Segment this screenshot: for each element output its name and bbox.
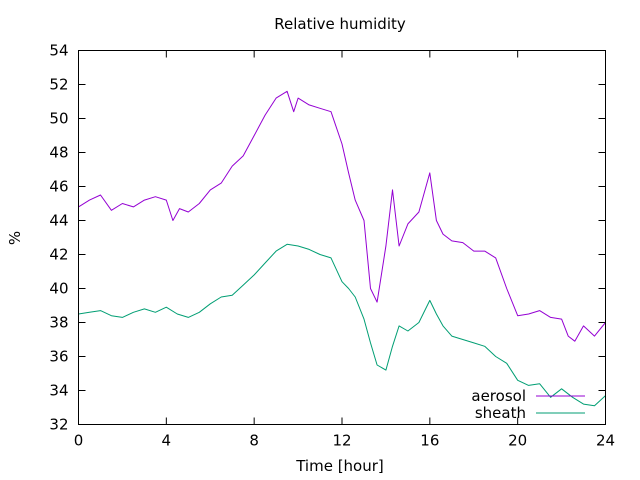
x-tick-label: 4 xyxy=(162,432,172,450)
y-tick-label: 40 xyxy=(49,280,68,298)
y-tick-label: 42 xyxy=(49,246,68,264)
legend-label-sheath: sheath xyxy=(475,404,526,422)
y-tick-label: 44 xyxy=(49,212,68,230)
plot-frame xyxy=(78,50,606,425)
y-tick-label: 48 xyxy=(49,144,68,162)
y-tick-label: 46 xyxy=(49,178,68,196)
x-tick-label: 0 xyxy=(74,432,84,450)
x-tick-label: 8 xyxy=(249,432,259,450)
y-tick-label: 38 xyxy=(49,314,68,332)
x-tick-label: 16 xyxy=(420,432,439,450)
y-tick-label: 32 xyxy=(49,416,68,434)
series-lines xyxy=(78,90,606,407)
series-line-aerosol xyxy=(78,90,606,342)
y-tick-label: 36 xyxy=(49,348,68,366)
chart-title: Relative humidity xyxy=(274,15,406,33)
y-tick-label: 54 xyxy=(49,42,68,60)
series-line-sheath xyxy=(78,243,606,407)
legend-label-aerosol: aerosol xyxy=(471,387,526,405)
x-axis-label: Time [hour] xyxy=(295,457,384,475)
y-tick-label: 52 xyxy=(49,76,68,94)
y-axis-label: % xyxy=(6,231,24,245)
x-tick-label: 12 xyxy=(332,432,351,450)
y-tick-label: 34 xyxy=(49,382,68,400)
y-tick-label: 50 xyxy=(49,110,68,128)
x-tick-label: 20 xyxy=(508,432,527,450)
x-tick-label: 24 xyxy=(596,432,615,450)
